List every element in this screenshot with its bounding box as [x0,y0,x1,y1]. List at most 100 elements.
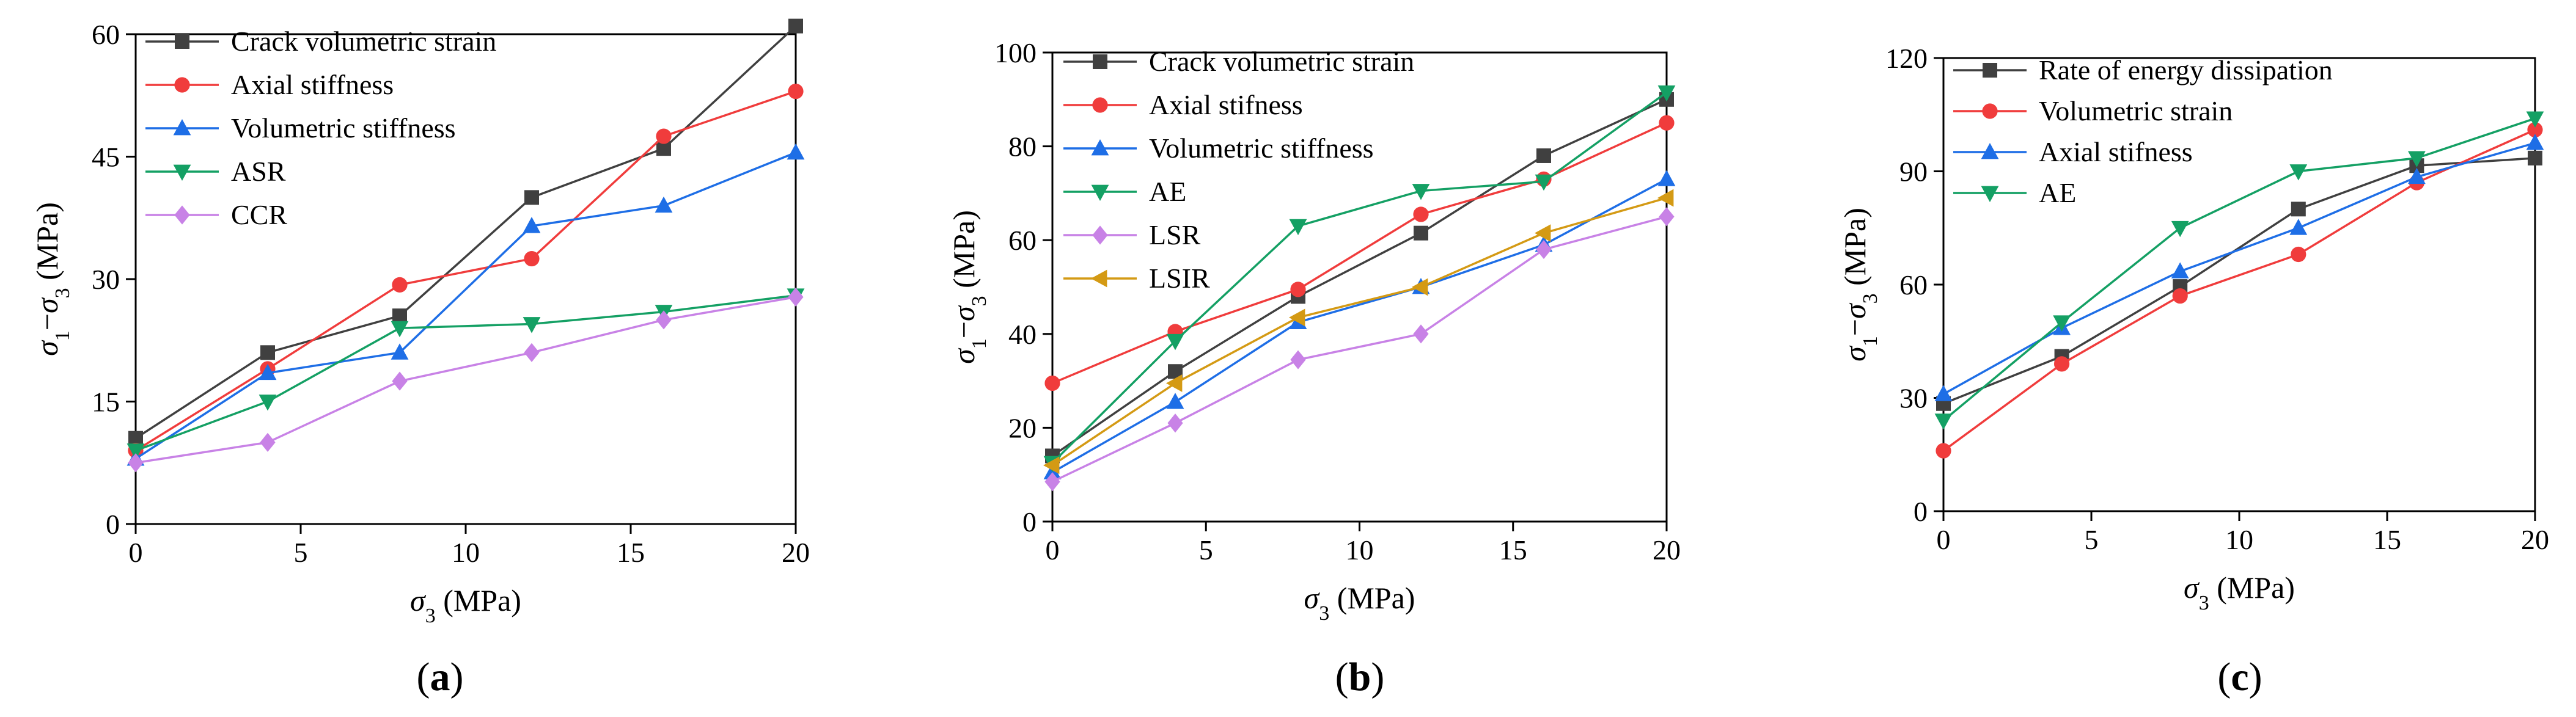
data-point [2053,315,2071,332]
series-line [1943,157,2536,405]
data-point [1536,148,1551,163]
y-tick-label: 15 [92,387,120,418]
x-tick-label: 0 [129,537,143,568]
legend-swatch-marker [173,119,191,136]
data-point [1414,225,1428,241]
series-line [1052,178,1667,473]
data-point [1934,385,1953,401]
data-point [1535,174,1553,191]
panel-label-letter: b [1349,655,1371,699]
x-axis-label-subscript: 3 [1319,602,1329,625]
series-line [1051,91,1668,464]
data-point [1044,375,1060,391]
series-line [1052,98,1667,457]
data-point [788,287,804,307]
legend-label: ASR [231,156,286,187]
data-point [392,308,407,324]
series-line [1943,142,2536,395]
legend-label: CCR [231,199,287,230]
y-axis-label: σ1−σ3 (MPa) [30,202,74,356]
y-tick-label: 60 [92,19,120,50]
data-point [1043,456,1060,475]
y-tick-label: 60 [1008,225,1037,256]
legend-label: Crack volumetric strain [231,26,496,57]
legend-label: Volumetric stiffness [1149,133,1374,164]
x-tick-label: 10 [452,537,480,568]
x-tick-label: 20 [1653,534,1681,566]
panel-label-paren: ( [2217,655,2231,699]
x-tick-label: 5 [294,537,308,568]
data-point [1290,282,1306,297]
x-axis-label: σ3 (MPa) [410,583,521,627]
legend-swatch-marker [1091,269,1107,288]
x-axis-label-symbol: σ [1304,581,1321,615]
legend-swatch-marker [1091,184,1109,201]
y-axis-label-symbol: σ [947,348,981,364]
data-point [2291,202,2306,217]
data-point [391,321,409,338]
y-axis-label-operator: − [947,321,981,338]
series-axial-stifness [1044,115,1675,391]
data-point [788,18,803,34]
data-point [1659,207,1675,227]
legend: Crack volumetric strain Axial stiffness Vo… [145,26,496,230]
legend-label: LSR [1149,219,1201,250]
x-tick-label: 5 [2085,524,2099,555]
data-point [2526,111,2544,128]
legend: Rate of energy dissipation Volumetric str… [1953,54,2333,208]
legend-swatch-marker [1091,139,1109,156]
legend-swatch-marker [1981,143,1999,159]
data-point [1934,413,1953,430]
data-point [2289,164,2308,181]
panel-label: (b) [1335,655,1385,699]
data-point [1290,350,1306,369]
series-line [1942,128,2536,452]
series-volumetric-stiffness [1043,170,1676,479]
data-point [1535,224,1551,242]
legend-label: Axial stifness [1149,89,1303,120]
data-point [1289,308,1305,327]
x-tick-label: 0 [1046,534,1060,566]
data-point [788,83,804,100]
series-crack-volumetric-strain [128,18,803,446]
data-point [260,432,276,452]
data-point [1657,170,1676,186]
data-point [1536,239,1552,260]
y-tick-label: 120 [1885,43,1928,74]
plot-frame [134,33,797,525]
panel-label-paren: ( [417,655,430,699]
series-line [1942,117,2536,421]
y-axis-label: σ1−σ3 (MPa) [947,210,991,364]
y-tick-label: 40 [1008,319,1037,350]
y-tick-label: 20 [1008,412,1037,443]
data-point [2172,288,2188,304]
series-line [135,294,796,452]
y-axis-label-operator: − [30,313,64,330]
y-axis-label-operator: − [1838,319,1872,336]
y-axis-label-subscript: 1 [968,338,991,349]
y-axis-label-unit: (MPa) [30,202,64,288]
series-rate-of-energy-dissipation [1936,150,2542,411]
data-point [391,343,409,360]
data-point [1044,472,1060,492]
series-ae [1043,85,1676,472]
legend-swatch-marker [1982,103,1998,119]
data-point [128,453,144,473]
y-tick-label: 100 [994,37,1037,68]
panel-label-paren: ) [1371,655,1384,699]
data-point [1659,115,1675,131]
series-line [135,151,796,460]
data-point [656,310,672,330]
series-ae [1934,111,2544,430]
y-tick-label: 0 [1914,496,1928,527]
y-axis-label: σ1−σ3 (MPa) [1838,208,1882,362]
data-point [1412,184,1430,200]
legend-swatch-marker [1092,97,1108,113]
y-tick-label: 0 [106,509,120,540]
plot-frame [1942,57,2536,512]
y-tick-label: 90 [1899,156,1928,187]
x-tick-label: 20 [782,537,810,568]
legend-swatch-marker [1093,54,1107,69]
panel-label-letter: c [2231,655,2248,699]
